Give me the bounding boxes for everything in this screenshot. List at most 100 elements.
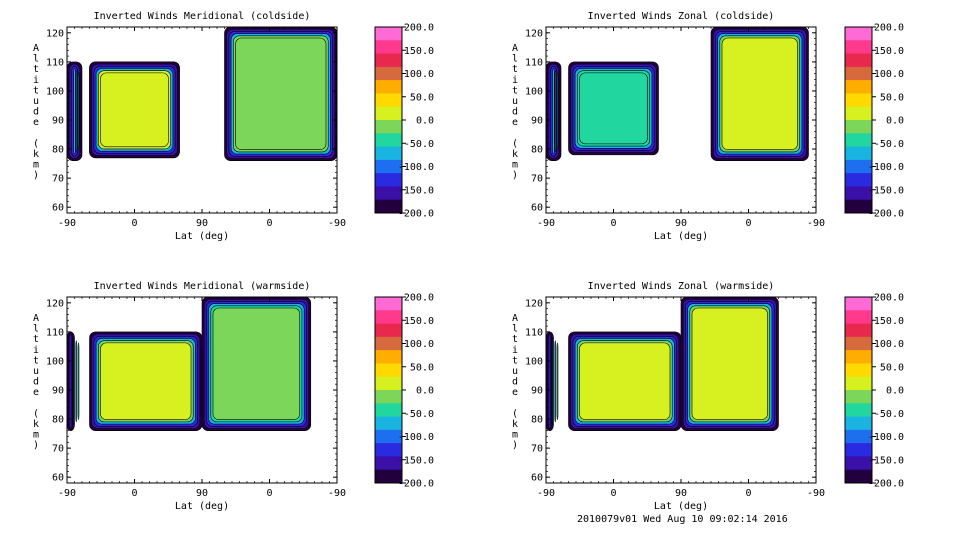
chart-title: Inverted Winds Meridional (coldside) <box>94 11 311 22</box>
colorbar-tick-label: 100.0 <box>404 69 434 80</box>
x-tick-label: -90 <box>537 218 555 229</box>
colorbar-swatch <box>845 350 872 364</box>
colorbar-swatch <box>845 297 872 311</box>
colorbar-tick-label: -200.0 <box>398 209 434 220</box>
colorbar-swatch <box>845 443 872 457</box>
x-tick-label: -90 <box>807 218 825 229</box>
colorbar-swatch <box>375 350 402 364</box>
y-tick-label: 90 <box>52 116 64 127</box>
data-region <box>552 68 555 155</box>
data-region <box>691 307 768 420</box>
x-tick-label: 0 <box>745 488 751 499</box>
colorbar-swatch <box>375 186 402 201</box>
chart-panel: Inverted Winds Zonal (coldside) 60 70 80 90 1… <box>512 11 904 242</box>
colorbar-swatch <box>375 336 402 351</box>
colorbar: 200.0 150.0 100.0 50.0 0.0 -50.0 -100.0 -150.0 -… <box>374 293 434 490</box>
colorbar-swatch <box>845 186 872 201</box>
data-region <box>579 72 648 145</box>
colorbar-tick-label: 200.0 <box>874 23 904 34</box>
data-region <box>75 340 78 423</box>
colorbar-swatch <box>375 297 402 311</box>
data-region <box>556 342 559 420</box>
y-tick-label: 80 <box>531 145 543 156</box>
y-tick-label: 80 <box>531 415 543 426</box>
colorbar-swatch <box>375 106 402 121</box>
x-tick-label: 0 <box>266 218 272 229</box>
colorbar-tick-label: 200.0 <box>404 293 434 304</box>
colorbar-swatch <box>845 416 872 431</box>
data-region <box>554 70 557 153</box>
colorbar-tick-label: -150.0 <box>398 185 434 196</box>
colorbar-swatch <box>845 323 872 338</box>
colorbar-swatch <box>845 390 872 404</box>
colorbar: 200.0 150.0 100.0 50.0 0.0 -50.0 -100.0 -150.0 -… <box>374 23 434 220</box>
colorbar-tick-label: 200.0 <box>404 23 434 34</box>
y-tick-label: 120 <box>46 28 64 39</box>
colorbar-tick-label: 150.0 <box>404 316 434 327</box>
x-tick-label: 90 <box>196 488 208 499</box>
colorbar-tick-label: 100.0 <box>874 339 904 350</box>
colorbar-swatch <box>845 159 872 174</box>
x-tick-label: 0 <box>131 218 137 229</box>
colorbar-swatch <box>845 336 872 351</box>
footer-timestamp: 2010079v01 Wed Aug 10 09:02:14 2016 <box>577 514 788 525</box>
y-tick-label: 70 <box>52 444 64 455</box>
data-region <box>77 342 80 420</box>
data-region <box>235 37 327 150</box>
data-region <box>100 342 192 420</box>
colorbar-swatch <box>845 173 872 187</box>
colorbar-swatch <box>375 80 402 94</box>
y-tick-label: 90 <box>531 116 543 127</box>
y-tick-label: 120 <box>525 298 543 309</box>
x-tick-label: -90 <box>537 488 555 499</box>
colorbar-swatch <box>375 310 402 325</box>
x-tick-label: -90 <box>328 218 346 229</box>
colorbar-swatch <box>375 456 402 471</box>
y-tick-label: 100 <box>46 356 64 367</box>
chart-title: Inverted Winds Meridional (warmside) <box>94 281 311 292</box>
y-tick-label: 60 <box>531 473 543 484</box>
colorbar-tick-label: 50.0 <box>410 92 434 103</box>
colorbar-tick-label: 100.0 <box>404 339 434 350</box>
x-tick-label: -90 <box>807 488 825 499</box>
colorbar-tick-label: -100.0 <box>398 432 434 443</box>
colorbar-tick-label: 150.0 <box>874 316 904 327</box>
y-tick-label: 80 <box>52 415 64 426</box>
colorbar-swatch <box>845 133 872 148</box>
x-tick-label: 0 <box>266 488 272 499</box>
colorbar-tick-label: 0.0 <box>416 386 434 397</box>
colorbar-swatch <box>845 120 872 134</box>
data-region <box>579 342 671 420</box>
colorbar-swatch <box>845 469 872 484</box>
data-region <box>75 70 78 153</box>
chart-panel: Inverted Winds Meridional (warmside) 60 70… <box>33 281 434 512</box>
y-tick-label: 70 <box>531 444 543 455</box>
y-tick-label: 110 <box>46 327 64 338</box>
colorbar-tick-label: 150.0 <box>404 46 434 57</box>
colorbar-tick-label: 50.0 <box>880 92 904 103</box>
data-region <box>550 335 552 427</box>
colorbar-swatch <box>845 66 872 81</box>
y-tick-label: 60 <box>52 203 64 214</box>
colorbar-swatch <box>375 159 402 174</box>
colorbar-tick-label: 50.0 <box>410 362 434 373</box>
y-tick-label: 60 <box>52 473 64 484</box>
colorbar-swatch <box>375 146 402 161</box>
y-tick-label: 110 <box>525 57 543 68</box>
y-tick-label: 120 <box>525 28 543 39</box>
colorbar-swatch <box>375 120 402 134</box>
y-tick-label: 80 <box>52 145 64 156</box>
colorbar-swatch <box>845 456 872 471</box>
colorbar-tick-label: -200.0 <box>398 479 434 490</box>
x-tick-label: 0 <box>610 488 616 499</box>
colorbar-swatch <box>375 133 402 148</box>
colorbar-tick-label: 0.0 <box>416 116 434 127</box>
chart-panel: Inverted Winds Meridional (coldside) 60 70… <box>33 11 434 242</box>
x-axis-label: Lat (deg) <box>175 501 229 512</box>
colorbar-swatch <box>845 27 872 41</box>
colorbar: 200.0 150.0 100.0 50.0 0.0 -50.0 -100.0 -150.0 -… <box>844 23 904 220</box>
colorbar-swatch <box>845 80 872 94</box>
y-tick-label: 90 <box>531 386 543 397</box>
